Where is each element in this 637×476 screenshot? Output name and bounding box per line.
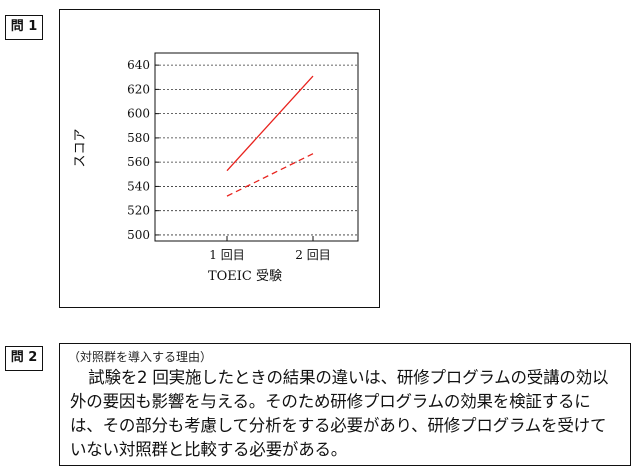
- series-lines: [226, 75, 314, 197]
- answer-caption: （対照群を導入する理由）: [68, 350, 213, 364]
- y-tick-label: 560: [127, 155, 150, 169]
- question-2-label: 問 2: [5, 346, 43, 371]
- series-line-dashed: [226, 153, 314, 197]
- y-tick-label: 640: [127, 58, 150, 72]
- question-1-label: 問 1: [5, 15, 43, 40]
- y-axis-title: スコア: [73, 128, 88, 167]
- line-chart: 500 520 540 560 580 600 620 640 1 回目 2 回目 スコア TOE…: [73, 52, 359, 284]
- series-line-solid: [226, 75, 314, 172]
- y-tick-label: 620: [127, 82, 150, 96]
- y-tick-label: 540: [127, 179, 150, 193]
- x-axis-title: TOEIC 受験: [208, 269, 282, 284]
- answer-box: （対照群を導入する理由） 試験を2 回実施したときの結果の違いは、研修プログラム…: [59, 343, 631, 466]
- y-tick-label: 520: [127, 204, 150, 218]
- grid-lines: [155, 64, 358, 236]
- chart-frame: 500 520 540 560 580 600 620 640 1 回目 2 回目 スコア TOE…: [59, 9, 380, 308]
- plot-area-border: [154, 52, 359, 242]
- axis-ticks: 500 520 540 560 580 600 620 640 1 回目 2 回目: [127, 58, 331, 262]
- y-tick-label: 580: [127, 131, 150, 145]
- answer-text: 試験を2 回実施したときの結果の違いは、研修プログラムの受講の効以外の要因も影響…: [70, 368, 609, 459]
- x-tick-label: 2 回目: [295, 248, 330, 262]
- y-tick-label: 500: [127, 228, 150, 242]
- x-tick-label: 1 回目: [209, 248, 244, 262]
- y-tick-label: 600: [127, 107, 150, 121]
